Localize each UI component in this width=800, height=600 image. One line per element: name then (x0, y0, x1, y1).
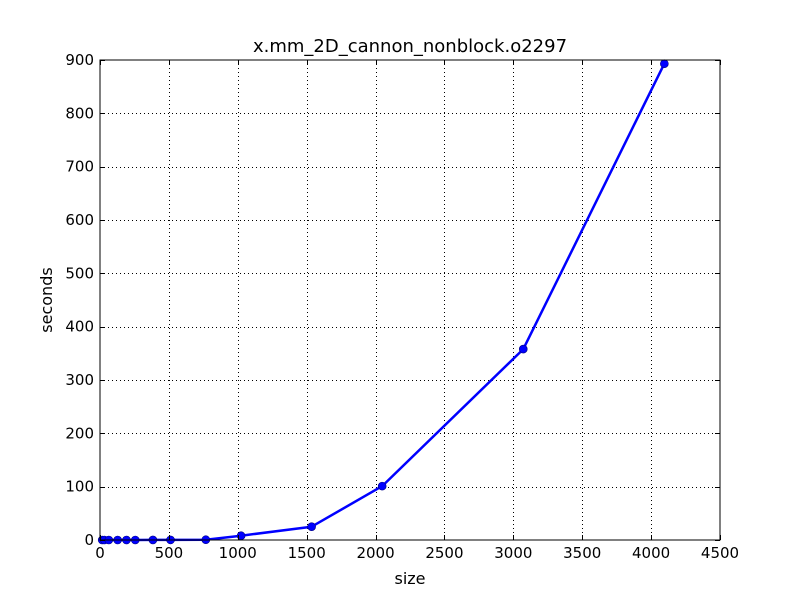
x-tick-label: 2500 (425, 544, 463, 562)
chart-title: x.mm_2D_cannon_nonblock.o2297 (253, 36, 567, 57)
y-tick-label: 400 (65, 318, 94, 336)
y-tick-label: 200 (65, 424, 94, 442)
x-tick-label: 2000 (356, 544, 394, 562)
data-point (660, 59, 669, 69)
y-tick-label: 300 (65, 371, 94, 389)
plot-frame (99, 59, 721, 541)
y-tick-label: 900 (65, 51, 94, 69)
series-line (102, 63, 666, 542)
x-tick-label: 0 (95, 544, 105, 562)
axis-ticks: 0 500 1000 1500 2000 2500 3000 3500 4000 4500 0 100… (65, 51, 739, 562)
x-tick-label: 3500 (563, 544, 601, 562)
y-axis-label: seconds (37, 267, 56, 332)
y-tick-label: 100 (65, 478, 94, 496)
data-point (307, 522, 316, 531)
grid-lines (100, 60, 720, 540)
x-tick-label: 500 (155, 544, 184, 562)
data-point (377, 481, 387, 491)
x-tick-label: 1500 (288, 544, 326, 562)
x-tick-label: 4500 (701, 544, 739, 562)
y-tick-label: 600 (65, 211, 94, 229)
x-tick-label: 1000 (219, 544, 257, 562)
x-tick-label: 4000 (632, 544, 670, 562)
y-tick-label: 800 (65, 104, 94, 122)
y-tick-label: 700 (65, 158, 94, 176)
data-point (518, 344, 528, 354)
y-tick-label: 500 (65, 264, 94, 282)
x-axis-label: size (394, 569, 425, 588)
y-tick-label: 0 (84, 531, 94, 549)
x-tick-label: 3000 (494, 544, 532, 562)
